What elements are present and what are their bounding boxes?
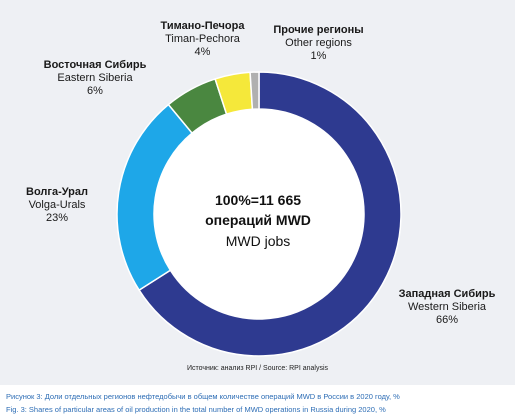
label-en: Volga-Urals — [28, 199, 86, 211]
chart-panel: Западная Сибирь Western Siberia 66% Волг… — [0, 0, 515, 385]
label-percent: 6% — [87, 85, 103, 97]
label-ru: Восточная Сибирь — [43, 59, 147, 71]
slice-western-siberia — [138, 71, 402, 357]
caption-en-text: Shares of particular areas of oil produc… — [26, 405, 386, 414]
label-ru: Западная Сибирь — [398, 288, 496, 300]
source-note: Источник: анализ RPI / Source: RPI analy… — [186, 365, 329, 372]
label-en: Western Siberia — [407, 301, 487, 313]
label-percent: 1% — [310, 50, 327, 62]
caption-ru: Рисунок 3: Доли отдельных регионов нефте… — [6, 392, 400, 401]
label-ru: Волга-Урал — [26, 186, 88, 198]
donut-chart — [116, 71, 402, 357]
donut-hole — [154, 109, 364, 319]
label-timan-pechora: Тимано-Печора Timan-Pechora 4% — [150, 20, 255, 59]
label-percent: 4% — [194, 46, 211, 58]
center-subtitle-ru: операций MWD — [205, 212, 311, 228]
label-western-siberia: Западная Сибирь Western Siberia 66% — [392, 288, 502, 327]
caption-en-prefix: Fig. 3: — [6, 405, 27, 414]
label-other-regions: Прочие регионы Other regions 1% — [266, 24, 371, 63]
slice-other-regions — [249, 71, 260, 111]
label-eastern-siberia: Восточная Сибирь Eastern Siberia 6% — [40, 59, 150, 98]
label-percent: 66% — [435, 314, 459, 326]
label-en: Timan-Pechora — [165, 33, 240, 45]
center-subtitle-en: MWD jobs — [225, 233, 291, 249]
label-en: Other regions — [285, 37, 352, 49]
label-percent: 23% — [45, 212, 69, 224]
label-ru: Прочие регионы — [273, 24, 364, 36]
center-total: 100%=11 665 — [214, 192, 302, 208]
label-ru: Тимано-Печора — [160, 20, 245, 32]
caption-ru-prefix: Рисунок 3: — [6, 392, 43, 401]
caption-en: Fig. 3: Shares of particular areas of oi… — [6, 405, 386, 414]
caption-ru-text: Доли отдельных регионов нефтедобычи в об… — [42, 392, 400, 401]
label-en: Eastern Siberia — [57, 72, 133, 84]
label-volga-urals: Волга-Урал Volga-Urals 23% — [12, 186, 102, 225]
